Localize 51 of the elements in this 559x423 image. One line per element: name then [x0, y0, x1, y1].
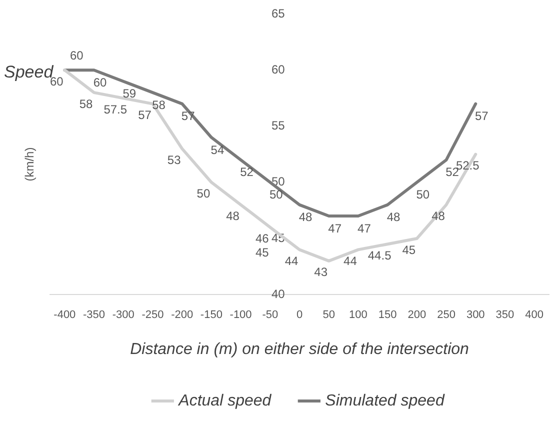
- x-tick-label: -250: [142, 309, 164, 322]
- y-tick-label: 65: [271, 6, 286, 20]
- legend-label: Actual speed: [178, 392, 272, 410]
- x-tick-label: -350: [83, 309, 106, 322]
- data-label: 48: [298, 210, 312, 224]
- data-label: 52: [240, 165, 254, 180]
- x-tick-label: 350: [496, 309, 514, 322]
- data-label: 57.5: [104, 102, 128, 116]
- data-label: 59: [122, 86, 136, 101]
- data-label: 48: [432, 209, 446, 224]
- x-tick-label: -200: [171, 309, 194, 322]
- x-tick-label: 400: [525, 309, 544, 322]
- x-axis-title: Distance in (m) on either side of the intersection: [130, 340, 470, 358]
- data-label: 43: [314, 265, 328, 280]
- data-label: 47: [328, 221, 342, 236]
- legend-label: Simulated speed: [325, 392, 446, 410]
- annotation: 45: [255, 246, 270, 260]
- x-tick-label: 150: [378, 309, 397, 322]
- x-tick-label: -150: [200, 309, 222, 322]
- x-tick-label: 200: [408, 309, 426, 322]
- data-label: 44: [284, 254, 298, 268]
- y-tick-label: 60: [271, 62, 286, 76]
- data-label: 54: [210, 142, 224, 157]
- x-tick-label: 100: [349, 309, 368, 322]
- text: (km/h): [22, 147, 36, 182]
- data-label: 50: [416, 188, 430, 202]
- data-label: 58: [79, 96, 94, 111]
- y-tick-label: 55: [271, 118, 286, 133]
- x-tick-label: 50: [322, 309, 335, 322]
- data-label: 46: [255, 232, 270, 246]
- data-label: 50: [196, 186, 210, 201]
- data-label: 58: [152, 98, 166, 112]
- data-label: 48: [386, 210, 401, 224]
- x-tick-label: 250: [437, 309, 456, 322]
- x-tick-label: -300: [112, 309, 134, 322]
- x-tick-label: -400: [54, 309, 76, 322]
- x-tick-label: -100: [230, 309, 252, 322]
- data-label: 44: [344, 254, 358, 268]
- x-tick-label: -50: [262, 309, 278, 322]
- data-label: 44.5: [368, 248, 392, 262]
- x-tick-label: 0: [296, 309, 303, 322]
- data-label: 53: [167, 153, 182, 167]
- data-label: 60: [70, 48, 84, 62]
- data-label: 48: [226, 209, 240, 224]
- data-label: 60: [93, 75, 108, 90]
- y-tick-label: 40: [271, 286, 286, 301]
- x-tick-label: 300: [466, 309, 485, 322]
- data-label: 47: [358, 221, 372, 236]
- data-label: 57: [138, 108, 152, 122]
- data-label: 45: [402, 242, 416, 257]
- data-label: 57: [474, 109, 489, 124]
